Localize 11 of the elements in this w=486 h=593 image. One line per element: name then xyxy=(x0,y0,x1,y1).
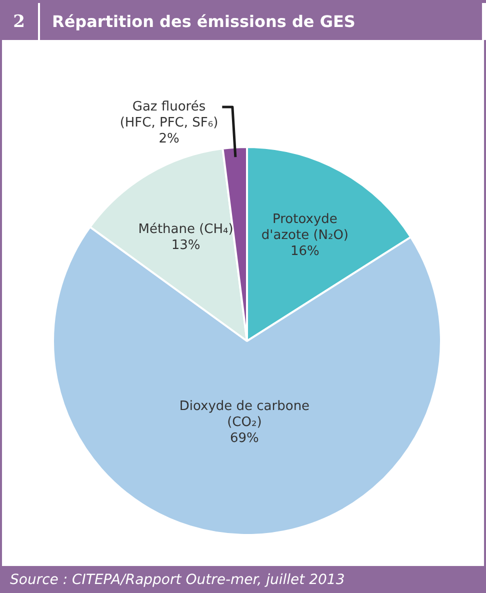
data-label: 2% xyxy=(158,131,180,146)
slice-label: Méthane (CH₄) xyxy=(138,222,234,237)
data-label: 69% xyxy=(230,430,259,446)
data-label: 16% xyxy=(290,244,320,259)
slice-label: Protoxyde d'azote (N₂O) xyxy=(261,212,348,243)
slice-label: Gaz fluorés (HFC, PFC, SF₆) xyxy=(120,99,218,130)
source-note: Source : CITEPA/Rapport Outre-mer, juillet 2013 xyxy=(0,566,486,593)
data-label: 13% xyxy=(171,238,200,253)
text: 2 xyxy=(0,3,38,40)
slice-label: Dioxyde de carbone (CO₂) xyxy=(179,398,310,430)
chart-title: Répartition des émissions de GES xyxy=(40,3,482,40)
